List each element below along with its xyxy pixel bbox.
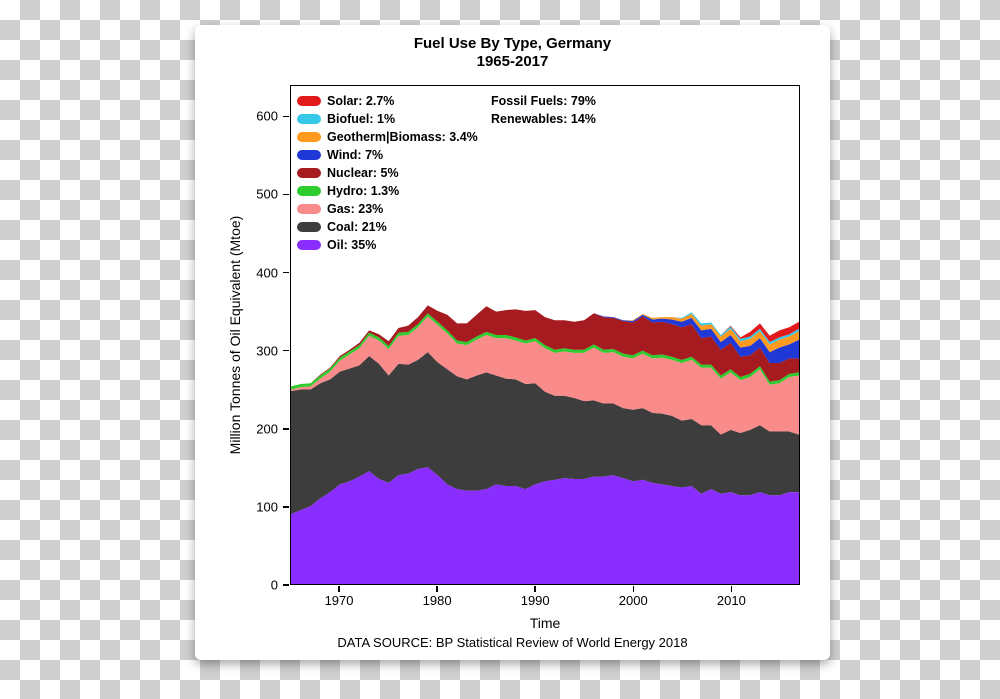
x-tick-label: 2010 bbox=[717, 593, 746, 608]
legend-label: Biofuel: 1% bbox=[327, 110, 395, 128]
legend-swatch-nuclear bbox=[297, 168, 321, 178]
y-tick bbox=[283, 428, 289, 430]
x-axis-title: Time bbox=[530, 615, 561, 631]
y-tick bbox=[283, 194, 289, 196]
legend-swatch-hydro bbox=[297, 186, 321, 196]
legend-item-wind: Wind: 7% bbox=[297, 146, 478, 164]
legend-label: Oil: 35% bbox=[327, 236, 376, 254]
y-tick bbox=[283, 584, 289, 586]
x-tick bbox=[633, 586, 635, 592]
x-tick bbox=[436, 586, 438, 592]
y-axis-title: Million Tonnes of Oil Equivalent (Mtoe) bbox=[227, 216, 243, 455]
legend-item-biofuel: Biofuel: 1% bbox=[297, 110, 478, 128]
y-tick-label: 0 bbox=[271, 578, 278, 593]
legend-item-nuclear: Nuclear: 5% bbox=[297, 164, 478, 182]
y-tick bbox=[283, 350, 289, 352]
legend-item-geo: Geotherm|Biomass: 3.4% bbox=[297, 128, 478, 146]
legend: Solar: 2.7%Biofuel: 1%Geotherm|Biomass: … bbox=[297, 92, 478, 254]
x-tick-label: 1970 bbox=[325, 593, 354, 608]
x-tick bbox=[534, 586, 536, 592]
legend-item-coal: Coal: 21% bbox=[297, 218, 478, 236]
legend-label: Gas: 23% bbox=[327, 200, 383, 218]
legend-label: Nuclear: 5% bbox=[327, 164, 399, 182]
plot-area: Solar: 2.7%Biofuel: 1%Geotherm|Biomass: … bbox=[290, 85, 800, 585]
legend-label: Hydro: 1.3% bbox=[327, 182, 399, 200]
y-tick bbox=[283, 272, 289, 274]
y-tick-label: 300 bbox=[256, 343, 278, 358]
chart-title: Fuel Use By Type, Germany 1965-2017 bbox=[195, 25, 830, 71]
x-tick bbox=[731, 586, 733, 592]
chart-title-line2: 1965-2017 bbox=[477, 53, 549, 70]
legend-label: Solar: 2.7% bbox=[327, 92, 394, 110]
legend-label: Geotherm|Biomass: 3.4% bbox=[327, 128, 478, 146]
legend-swatch-oil bbox=[297, 240, 321, 250]
x-tick-label: 1990 bbox=[521, 593, 550, 608]
legend-swatch-biofuel bbox=[297, 114, 321, 124]
x-tick bbox=[338, 586, 340, 592]
y-tick-label: 200 bbox=[256, 421, 278, 436]
y-tick-label: 500 bbox=[256, 187, 278, 202]
chart-title-line1: Fuel Use By Type, Germany bbox=[414, 35, 611, 52]
y-tick bbox=[283, 116, 289, 118]
legend-swatch-wind bbox=[297, 150, 321, 160]
y-tick-label: 600 bbox=[256, 109, 278, 124]
x-tick-label: 1980 bbox=[423, 593, 452, 608]
legend-swatch-geo bbox=[297, 132, 321, 142]
legend-item-hydro: Hydro: 1.3% bbox=[297, 182, 478, 200]
legend-item-gas: Gas: 23% bbox=[297, 200, 478, 218]
data-source-caption: DATA SOURCE: BP Statistical Review of Wo… bbox=[337, 635, 687, 650]
legend-swatch-solar bbox=[297, 96, 321, 106]
legend-label: Wind: 7% bbox=[327, 146, 383, 164]
legend-swatch-gas bbox=[297, 204, 321, 214]
legend-item-oil: Oil: 35% bbox=[297, 236, 478, 254]
y-tick bbox=[283, 506, 289, 508]
y-tick-label: 400 bbox=[256, 265, 278, 280]
legend-summary-line: Renewables: 14% bbox=[491, 110, 596, 128]
legend-item-solar: Solar: 2.7% bbox=[297, 92, 478, 110]
y-tick-label: 100 bbox=[256, 499, 278, 514]
x-tick-label: 2000 bbox=[619, 593, 648, 608]
chart-card: Fuel Use By Type, Germany 1965-2017 Mill… bbox=[195, 25, 830, 660]
legend-swatch-coal bbox=[297, 222, 321, 232]
legend-summary: Fossil Fuels: 79%Renewables: 14% bbox=[491, 92, 596, 128]
legend-summary-line: Fossil Fuels: 79% bbox=[491, 92, 596, 110]
legend-label: Coal: 21% bbox=[327, 218, 387, 236]
plot-border: Solar: 2.7%Biofuel: 1%Geotherm|Biomass: … bbox=[290, 85, 800, 585]
